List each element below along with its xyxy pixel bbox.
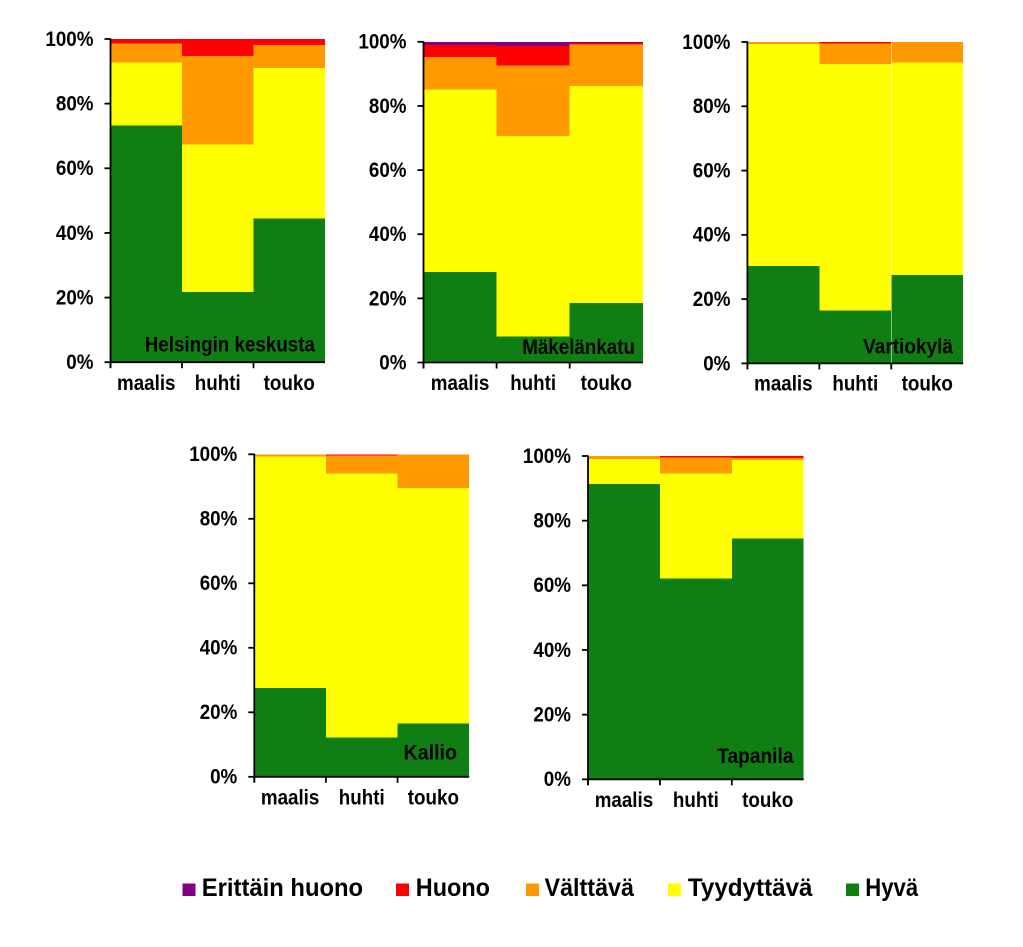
svg-text:100%: 100%	[45, 28, 93, 51]
svg-text:20%: 20%	[56, 286, 94, 309]
svg-text:maalis: maalis	[431, 372, 490, 395]
svg-text:Välttävä: Välttävä	[545, 874, 635, 902]
svg-text:touko: touko	[581, 372, 632, 395]
svg-text:40%: 40%	[369, 223, 407, 246]
svg-text:100%: 100%	[682, 31, 730, 54]
svg-text:60%: 60%	[533, 574, 571, 597]
svg-text:maalis: maalis	[754, 373, 813, 396]
svg-text:40%: 40%	[200, 637, 238, 660]
svg-text:20%: 20%	[693, 288, 731, 311]
svg-text:maalis: maalis	[595, 789, 654, 812]
svg-text:huhti: huhti	[510, 372, 556, 395]
svg-text:60%: 60%	[56, 157, 94, 180]
svg-text:100%: 100%	[523, 445, 571, 468]
svg-text:20%: 20%	[369, 287, 407, 310]
svg-text:100%: 100%	[358, 31, 406, 54]
svg-text:40%: 40%	[533, 639, 571, 662]
svg-text:huhti: huhti	[339, 786, 385, 809]
svg-text:20%: 20%	[533, 704, 571, 727]
svg-text:80%: 80%	[693, 95, 731, 118]
svg-text:Tapanila: Tapanila	[717, 745, 794, 768]
svg-text:touko: touko	[264, 372, 315, 395]
svg-text:100%: 100%	[189, 443, 237, 466]
svg-text:60%: 60%	[369, 159, 407, 182]
svg-text:Hyvä: Hyvä	[865, 874, 918, 902]
svg-text:40%: 40%	[693, 224, 731, 247]
svg-text:Kallio: Kallio	[404, 742, 458, 765]
svg-text:60%: 60%	[200, 572, 238, 595]
svg-text:0%: 0%	[379, 351, 406, 374]
svg-text:40%: 40%	[56, 222, 94, 245]
svg-text:Erittäin huono: Erittäin huono	[202, 874, 363, 902]
svg-text:Helsingin keskusta: Helsingin keskusta	[145, 334, 316, 357]
svg-text:huhti: huhti	[195, 372, 241, 395]
svg-text:20%: 20%	[200, 701, 238, 724]
svg-text:0%: 0%	[210, 766, 237, 789]
svg-text:80%: 80%	[533, 510, 571, 533]
svg-text:60%: 60%	[693, 159, 731, 182]
svg-text:maalis: maalis	[261, 786, 320, 809]
svg-text:Tyydyttävä: Tyydyttävä	[688, 874, 813, 902]
svg-text:0%: 0%	[703, 352, 730, 375]
svg-text:huhti: huhti	[673, 789, 719, 812]
svg-text:0%: 0%	[66, 351, 93, 374]
svg-text:touko: touko	[742, 789, 793, 812]
svg-text:touko: touko	[408, 786, 459, 809]
svg-text:Vartiokylä: Vartiokylä	[863, 336, 953, 359]
svg-text:huhti: huhti	[832, 373, 878, 396]
svg-text:touko: touko	[902, 373, 953, 396]
svg-text:Huono: Huono	[416, 874, 490, 902]
svg-text:80%: 80%	[200, 508, 238, 531]
svg-text:Mäkelänkatu: Mäkelänkatu	[522, 336, 635, 359]
svg-text:maalis: maalis	[117, 372, 176, 395]
svg-text:80%: 80%	[56, 93, 94, 116]
svg-text:80%: 80%	[369, 95, 407, 118]
svg-text:0%: 0%	[544, 768, 571, 791]
